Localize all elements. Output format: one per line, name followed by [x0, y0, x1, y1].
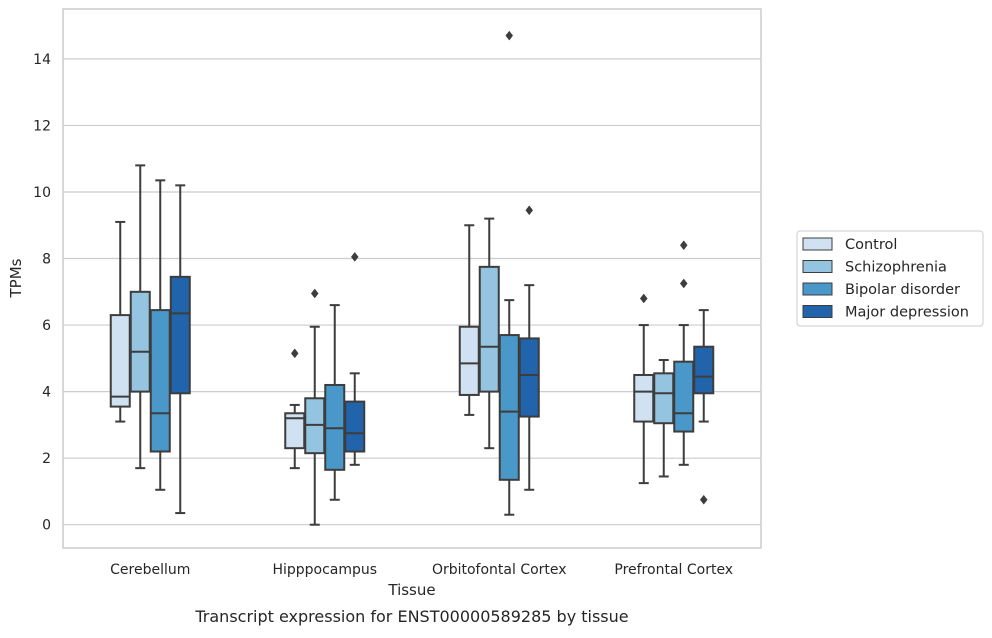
outlier-point: [679, 240, 688, 251]
box: [344, 400, 366, 453]
box-group: [324, 304, 346, 501]
outlier-point: [310, 288, 319, 299]
y-tick-label: 4: [42, 385, 51, 401]
box-group: [478, 217, 500, 450]
x-axis-label: Tissue: [387, 581, 435, 599]
grid-lines: [63, 58, 761, 526]
legend-label: Major depression: [845, 305, 969, 321]
legend-frame: [796, 230, 984, 327]
outlier-point: [525, 205, 534, 216]
outlier-point: [639, 293, 648, 304]
y-tick-label: 10: [33, 185, 51, 201]
box-group: [344, 251, 366, 466]
legend-swatch: [802, 305, 833, 318]
legend: Control Schizophrenia Bipolar disorder Majo…: [796, 230, 984, 327]
box-group: [498, 30, 520, 516]
outlier-point: [699, 494, 708, 505]
y-tick-label: 14: [33, 52, 51, 68]
legend-swatch: [802, 282, 833, 296]
y-axis-label: TPMs: [7, 258, 25, 298]
y-tick-label: 8: [42, 252, 51, 268]
box: [633, 373, 655, 423]
box-group: [109, 220, 131, 423]
y-tick-label: 12: [33, 118, 51, 134]
box-group: [129, 164, 151, 470]
box-group: [633, 293, 655, 485]
box-group: [304, 288, 326, 526]
box: [518, 337, 540, 418]
x-tick-label: Cerebellum: [110, 562, 190, 578]
box: [458, 325, 480, 396]
legend-swatch: [802, 260, 833, 273]
box: [693, 345, 715, 395]
plot-area-frame: [62, 8, 762, 549]
box-group: [518, 205, 540, 491]
legend-label: Schizophrenia: [845, 260, 947, 276]
chart-title: Transcript expression for ENST0000058928…: [194, 607, 628, 626]
outlier-point: [290, 348, 299, 359]
x-tick-label: Hipppocampus: [272, 562, 377, 578]
y-axis-ticks: 0 2 4 6 8 10 12 14: [33, 52, 51, 534]
legend-swatch: [802, 237, 833, 251]
box-group: [284, 348, 306, 470]
box: [129, 290, 151, 393]
x-tick-label: Orbitofontal Cortex: [432, 562, 567, 578]
box: [498, 334, 520, 481]
legend-label: Bipolar disorder: [845, 282, 960, 298]
box: [149, 309, 171, 453]
box: [673, 360, 695, 433]
box: [169, 275, 191, 395]
box-group: [693, 309, 715, 505]
legend-items: Control Schizophrenia Bipolar disorder Majo…: [802, 237, 969, 321]
box: [109, 314, 131, 408]
y-tick-label: 2: [42, 451, 51, 467]
outlier-point: [350, 251, 359, 262]
outlier-point: [679, 278, 688, 289]
box-group: [149, 179, 171, 491]
box-group: [458, 224, 480, 416]
y-tick-label: 0: [42, 518, 51, 534]
box-group: [169, 184, 191, 515]
legend-label: Control: [845, 237, 897, 253]
boxes: [109, 30, 715, 526]
x-axis-ticks: Cerebellum Hipppocampus Orbitofontal Corte…: [110, 562, 733, 578]
x-tick-label: Prefrontal Cortex: [614, 562, 733, 578]
outlier-point: [505, 30, 514, 41]
box-group: [653, 359, 675, 478]
box: [478, 265, 500, 393]
box-group: [673, 240, 695, 466]
y-tick-label: 6: [42, 318, 51, 334]
box: [653, 372, 675, 425]
